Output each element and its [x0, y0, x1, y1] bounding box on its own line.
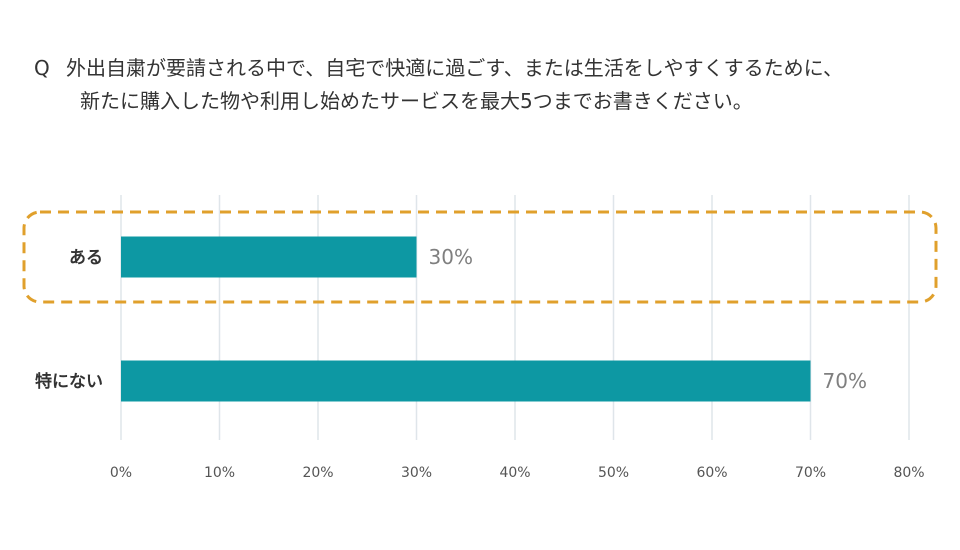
bar — [121, 360, 811, 402]
question-line-2: 新たに購入した物や利用し始めたサービスを最大5つまでお書きください。 — [34, 85, 843, 118]
question-line-1-text: 外出自粛が要請される中で、自宅で快適に過ごす、または生活をしやすくするために、 — [66, 56, 843, 80]
x-tick-label: 60% — [696, 465, 727, 481]
question-line-2-text: 新たに購入した物や利用し始めたサービスを最大5つまでお書きください。 — [80, 89, 753, 113]
category-label: 特にない — [35, 371, 103, 392]
x-tick-label: 40% — [499, 465, 530, 481]
x-tick-label: 50% — [598, 465, 629, 481]
question-text: Q 外出自粛が要請される中で、自宅で快適に過ごす、または生活をしやすくするために… — [34, 52, 843, 118]
bar — [121, 236, 417, 278]
x-tick-label: 30% — [401, 465, 432, 481]
x-tick-label: 70% — [795, 465, 826, 481]
question-line-1: Q 外出自粛が要請される中で、自宅で快適に過ごす、または生活をしやすくするために… — [34, 52, 843, 85]
question-mark: Q — [34, 56, 50, 80]
x-tick-label: 80% — [893, 465, 924, 481]
x-tick-label: 0% — [110, 465, 132, 481]
x-tick-label: 20% — [302, 465, 333, 481]
data-label: 70% — [823, 369, 867, 393]
category-label: ある — [69, 248, 103, 268]
highlight-box — [22, 210, 938, 304]
x-tick-label: 10% — [204, 465, 235, 481]
data-label: 30% — [429, 245, 473, 269]
